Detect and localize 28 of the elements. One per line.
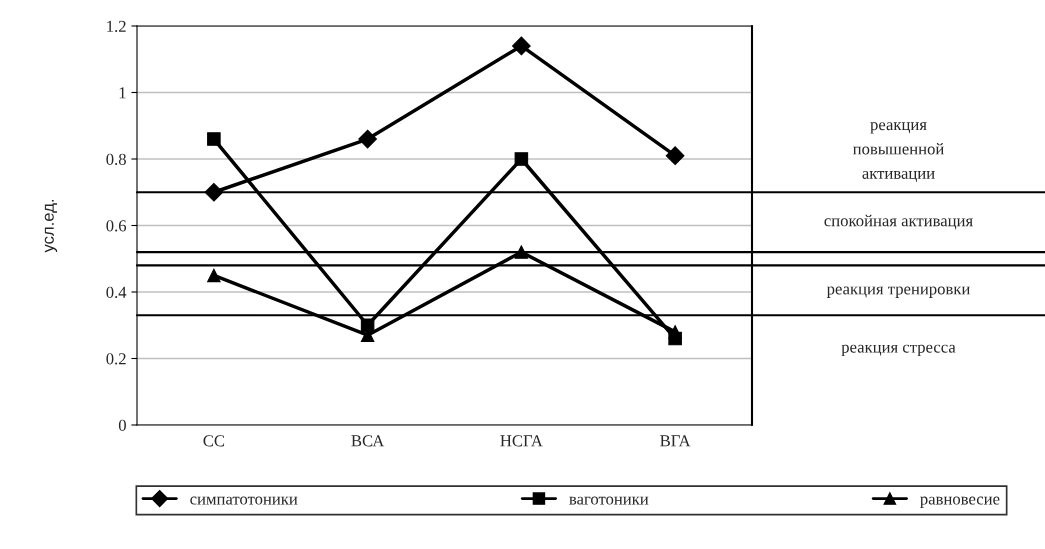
y-tick-label: 1 xyxy=(119,87,126,99)
ref-line-label: спокойная активация xyxy=(824,214,973,230)
y-tick-label: 0 xyxy=(118,419,126,431)
ref-line-label: реакция тренировки xyxy=(826,286,970,298)
ref-line-label: реакция повышенной активации xyxy=(852,122,944,182)
ref-line-label: реакция стресса xyxy=(841,344,956,357)
point xyxy=(668,325,682,339)
y-tick-label: 0.8 xyxy=(106,153,126,166)
point xyxy=(665,146,685,166)
y-axis-title: усл.ед. xyxy=(44,199,58,253)
y-tick-label: 0.4 xyxy=(106,286,127,299)
point xyxy=(514,245,529,259)
x-tick-label: СС xyxy=(203,435,225,447)
y-tick-label: 1.2 xyxy=(107,20,126,33)
y-tick-label: 0.2 xyxy=(106,353,126,365)
point xyxy=(358,129,377,149)
point xyxy=(207,268,221,283)
legend-label: ваготоники xyxy=(569,496,649,505)
x-tick-label: ВГА xyxy=(660,435,691,447)
x-tick-label: НСГА xyxy=(500,435,543,447)
point xyxy=(514,152,529,166)
point xyxy=(207,132,221,146)
legend-label: симпатотоники xyxy=(190,496,298,505)
x-tick-label: ВСА xyxy=(351,435,385,447)
point xyxy=(512,36,531,56)
y-tick-label: 0.6 xyxy=(106,220,127,232)
legend-label: равновесие xyxy=(920,496,1000,508)
point xyxy=(360,318,375,333)
